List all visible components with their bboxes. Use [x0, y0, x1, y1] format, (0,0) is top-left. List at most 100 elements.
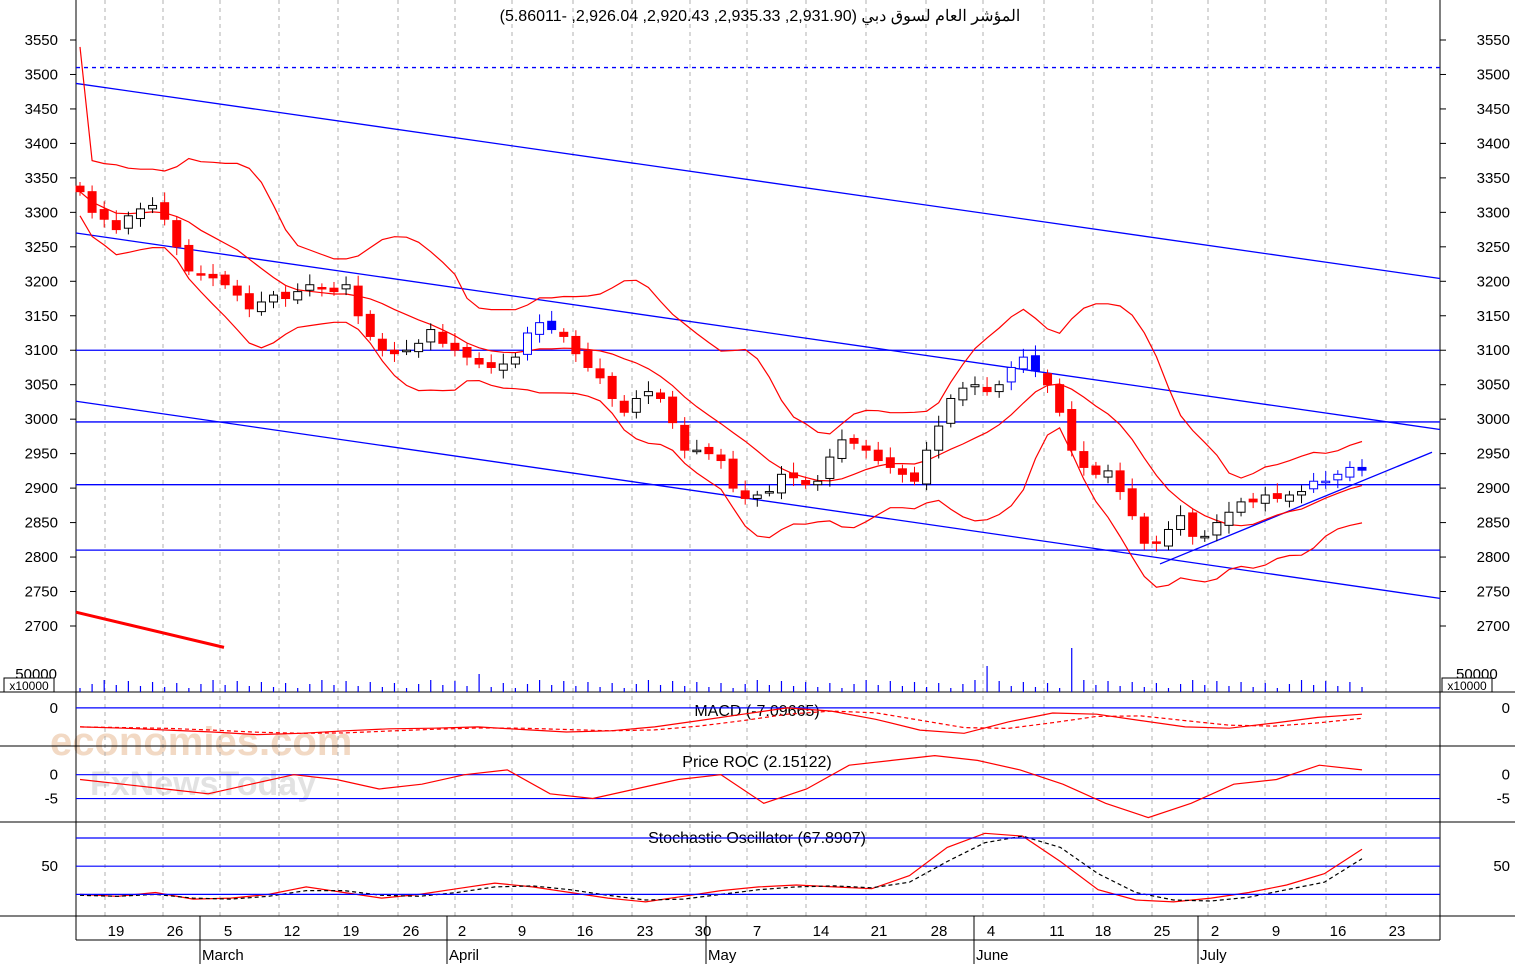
candle-body	[317, 286, 327, 290]
x-month-label: March	[202, 947, 244, 964]
candle-body	[111, 220, 121, 231]
candle-body	[184, 244, 194, 272]
x-day-label: 26	[403, 923, 420, 940]
candle-body	[232, 285, 242, 296]
x-day-label: 26	[167, 923, 184, 940]
price-y-tick-right: 3100	[1477, 342, 1510, 359]
candle-body	[571, 335, 581, 355]
candle-body	[1212, 522, 1222, 536]
channel-middle	[75, 232, 1441, 431]
indicator-y-tick-right: 0	[1502, 700, 1510, 717]
indicator-y-tick-right: 50	[1493, 858, 1510, 875]
candle-body	[510, 356, 520, 365]
price-y-tick-left: 2800	[25, 549, 58, 566]
x-day-label: 9	[518, 923, 526, 940]
candle-body	[1018, 356, 1028, 370]
candle-body	[220, 274, 230, 286]
candle-body	[438, 331, 448, 344]
macd-lines	[79, 707, 1363, 736]
candle-body	[1188, 512, 1198, 537]
trend-channels	[75, 66, 1441, 649]
price-y-tick-right: 3400	[1477, 135, 1510, 152]
price-y-tick-left: 3250	[25, 239, 58, 256]
price-y-tick-right: 2800	[1477, 549, 1510, 566]
candle-body	[1224, 511, 1234, 526]
candle-body	[389, 349, 399, 355]
candle-body	[861, 445, 871, 451]
price-panel: المؤشر العام لسوق دبي (2,931.90, 2,935.3…	[3, 8, 1510, 693]
candle-body	[148, 204, 158, 210]
macd-signal-line	[79, 710, 1363, 734]
x-day-label: 19	[343, 923, 360, 940]
band-middle	[79, 191, 1363, 527]
price-y-tick-left: 3300	[25, 204, 58, 221]
candle-body	[1345, 466, 1355, 478]
stochastic-y-ticks: 50 50	[41, 858, 1510, 875]
candle-body	[1079, 451, 1089, 468]
candle-body	[1297, 491, 1307, 496]
price-y-tick-left: 3500	[25, 66, 58, 83]
candle-body	[535, 322, 545, 335]
x-day-label: 16	[577, 923, 594, 940]
candle-body	[365, 313, 375, 337]
x-day-label: 19	[108, 923, 125, 940]
price-y-tick-left: 2850	[25, 515, 58, 532]
indicator-y-tick-left: -5	[45, 791, 58, 808]
candle-body	[462, 346, 472, 358]
indicator-y-tick-right: 0	[1502, 767, 1510, 784]
price-y-tick-right: 3250	[1477, 239, 1510, 256]
price-y-tick-right: 3500	[1477, 66, 1510, 83]
x-day-label: 2	[458, 923, 466, 940]
roc-line	[79, 754, 1363, 819]
candle-body	[486, 362, 496, 368]
candle-body	[353, 285, 363, 317]
candle-body	[849, 437, 859, 444]
candle-body	[1091, 465, 1101, 475]
candle-body	[426, 329, 436, 343]
channel-lower	[75, 400, 1441, 600]
candle-body	[269, 294, 279, 303]
candle-body	[547, 320, 557, 331]
candle-body	[1139, 516, 1149, 544]
candle-body	[897, 468, 907, 475]
candle-body	[522, 332, 532, 355]
indicator-y-tick-right: -5	[1497, 791, 1510, 808]
candle-body	[196, 273, 206, 276]
candle-body	[789, 472, 799, 479]
support-trendline	[1159, 451, 1433, 565]
candle-body	[450, 342, 460, 351]
candle-body	[341, 284, 351, 290]
candle-body	[172, 220, 182, 248]
price-y-tick-right: 3450	[1477, 101, 1510, 118]
candle-body	[837, 439, 847, 459]
price-y-tick-left: 3100	[25, 342, 58, 359]
candle-body	[123, 215, 133, 229]
candle-body	[1176, 515, 1186, 530]
candle-body	[970, 384, 980, 388]
price-y-tick-left: 2950	[25, 446, 58, 463]
candle-body	[764, 491, 774, 494]
price-y-tick-right: 3150	[1477, 308, 1510, 325]
x-day-label: 5	[224, 923, 232, 940]
price-y-tick-right: 3350	[1477, 170, 1510, 187]
x-day-label: 14	[813, 923, 830, 940]
candle-body	[922, 449, 932, 485]
x-day-label: 28	[931, 923, 948, 940]
candle-body	[1260, 494, 1270, 504]
candle-body	[1357, 466, 1367, 471]
candle-body	[1200, 535, 1210, 539]
candle-body	[75, 185, 85, 193]
x-day-label: 23	[637, 923, 654, 940]
candle-body	[813, 480, 823, 486]
candle-body	[934, 425, 944, 451]
x-day-label: 2	[1211, 923, 1219, 940]
price-y-tick-right: 2700	[1477, 618, 1510, 635]
candle-body	[87, 191, 97, 213]
candle-body	[1309, 480, 1319, 490]
x-month-label: April	[449, 947, 479, 964]
candle-body	[692, 449, 702, 453]
x-day-label: 25	[1154, 923, 1171, 940]
x-day-label: 21	[871, 923, 888, 940]
